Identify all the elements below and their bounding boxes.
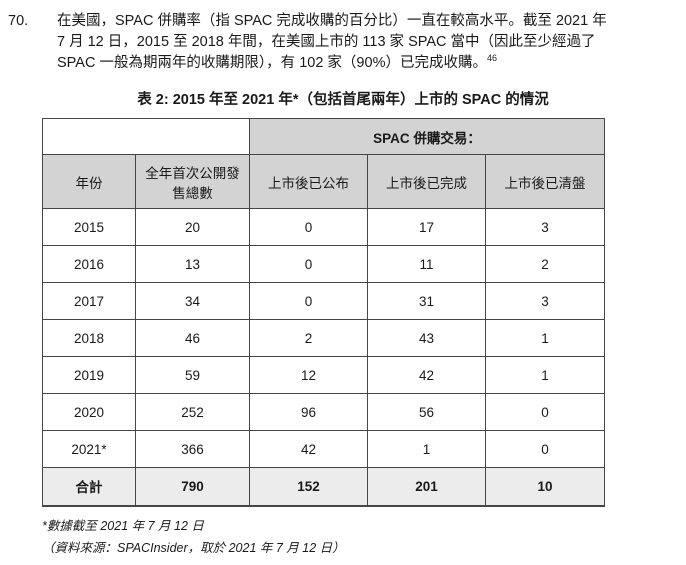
column-header-year: 年份 [42,154,136,209]
completed-cell: 31 [367,282,486,320]
table-row-2021: 2021* 366 42 1 0 [42,430,605,468]
table-row-2018: 2018 46 2 43 1 [42,319,605,357]
merger-header-cell: SPAC 併購交易： [249,118,605,155]
paragraph-70: 在美國，SPAC 併購率（指 SPAC 完成收購的百分比）一直在較高水平。截至 … [57,11,657,74]
announced-cell: 0 [249,282,368,320]
empty-corner-cell [42,118,250,155]
liquidated-cell: 1 [485,319,605,357]
year-cell: 2018 [42,319,136,357]
ipo-total-cell: 366 [135,430,250,468]
total-announced-cell: 152 [249,467,368,507]
liquidated-cell: 0 [485,430,605,468]
announced-cell: 0 [249,245,368,283]
spac-summary-table: SPAC 併購交易： 年份 全年首次公開發售總數 上市後已公布 上市後已完成 上… [42,118,605,507]
year-cell: 2017 [42,282,136,320]
table-total-row: 合計 790 152 201 10 [42,467,605,507]
year-cell: 2015 [42,208,136,246]
paragraph-line-2: 7 月 12 日，2015 至 2018 年間，在美國上市的 113 家 SPA… [57,34,596,50]
footnote-reference-46: 46 [486,53,497,64]
total-ipo-cell: 790 [135,467,250,507]
liquidated-cell: 0 [485,393,605,431]
year-cell: 2020 [42,393,136,431]
total-liquidated-cell: 10 [485,467,605,507]
announced-cell: 42 [249,430,368,468]
total-label-cell: 合計 [42,467,136,507]
completed-cell: 11 [367,245,486,283]
column-header-completed: 上市後已完成 [367,154,486,209]
ipo-total-cell: 13 [135,245,250,283]
announced-cell: 12 [249,356,368,394]
liquidated-cell: 2 [485,245,605,283]
table-row-2019: 2019 59 12 42 1 [42,356,605,394]
table-row-2017: 2017 34 0 31 3 [42,282,605,320]
paragraph-line-3-text: SPAC 一般為期兩年的收購期限），有 102 家（90%）已完成收購。 [57,55,487,71]
total-completed-cell: 201 [367,467,486,507]
column-header-announced: 上市後已公布 [249,154,368,209]
footnote-data-cutoff: *數據截至 2021 年 7 月 12 日 [42,519,204,533]
paragraph-line-3: SPAC 一般為期兩年的收購期限），有 102 家（90%）已完成收購。46 [57,53,657,74]
ipo-total-cell: 59 [135,356,250,394]
announced-cell: 96 [249,393,368,431]
table-footnotes: *數據截至 2021 年 7 月 12 日 （資料來源：SPACInsider，… [42,515,345,559]
completed-cell: 17 [367,208,486,246]
column-header-ipo-total: 全年首次公開發售總數 [135,154,250,209]
liquidated-cell: 3 [485,282,605,320]
column-header-row: 年份 全年首次公開發售總數 上市後已公布 上市後已完成 上市後已清盤 [42,154,605,209]
ipo-total-cell: 46 [135,319,250,357]
completed-cell: 43 [367,319,486,357]
announced-cell: 2 [249,319,368,357]
column-header-liquidated: 上市後已清盤 [485,154,605,209]
footnote-source: （資料來源：SPACInsider，取於 2021 年 7 月 12 日） [42,541,345,555]
year-cell: 2019 [42,356,136,394]
year-cell: 2021* [42,430,136,468]
table-title: 表 2: 2015 年至 2021 年*（包括首尾兩年）上市的 SPAC 的情況 [137,92,549,108]
paragraph-number: 70. [8,13,29,29]
table-row-2015: 2015 20 0 17 3 [42,208,605,246]
completed-cell: 56 [367,393,486,431]
paragraph-line-1: 在美國，SPAC 併購率（指 SPAC 完成收購的百分比）一直在較高水平。截至 … [57,13,607,29]
completed-cell: 1 [367,430,486,468]
liquidated-cell: 1 [485,356,605,394]
completed-cell: 42 [367,356,486,394]
table-row-2020: 2020 252 96 56 0 [42,393,605,431]
ipo-total-cell: 252 [135,393,250,431]
year-cell: 2016 [42,245,136,283]
ipo-total-cell: 34 [135,282,250,320]
table-row-2016: 2016 13 0 11 2 [42,245,605,283]
announced-cell: 0 [249,208,368,246]
liquidated-cell: 3 [485,208,605,246]
merger-header-row: SPAC 併購交易： [42,118,605,155]
ipo-total-cell: 20 [135,208,250,246]
